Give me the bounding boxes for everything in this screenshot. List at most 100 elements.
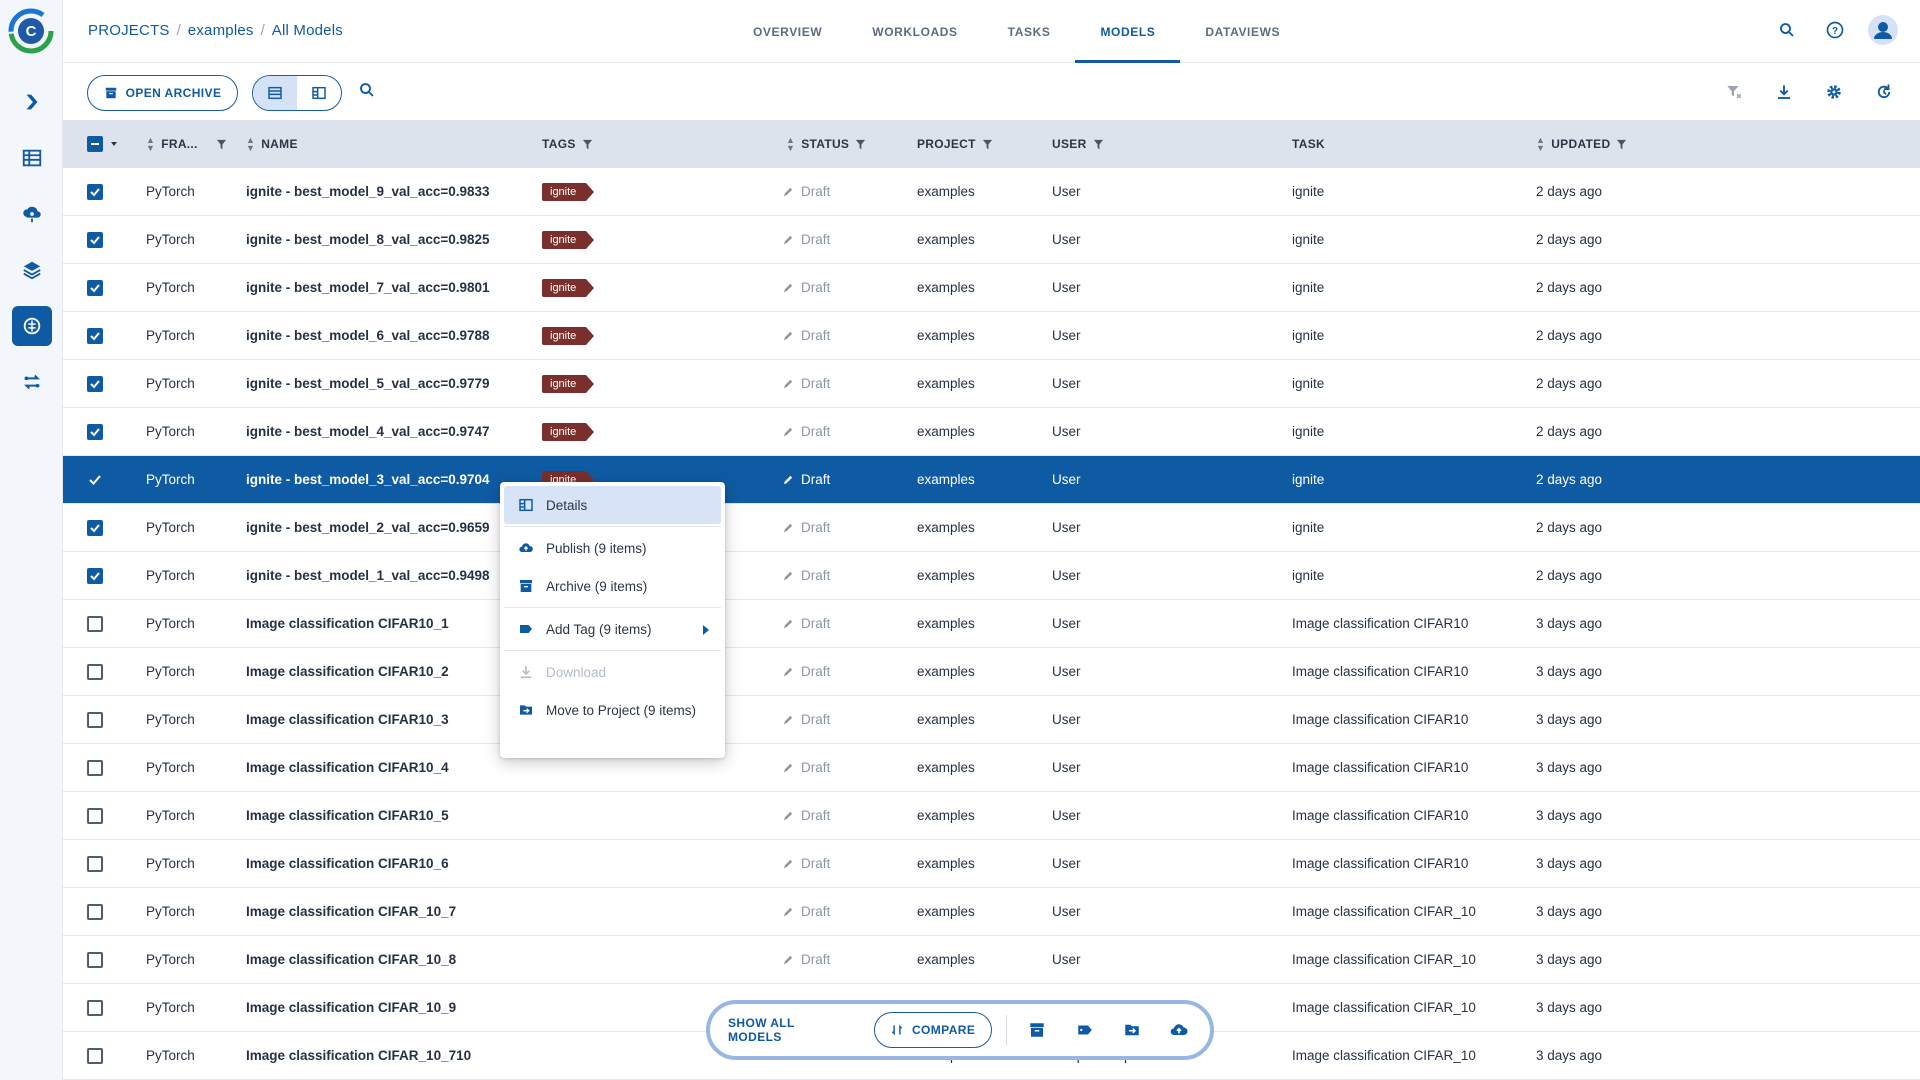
row-checkbox[interactable] [87, 903, 103, 920]
tag-badge[interactable]: ignite [542, 278, 595, 297]
nav-pipelines-icon[interactable] [12, 82, 52, 122]
search-icon[interactable] [1772, 15, 1802, 45]
table-row[interactable]: PyTorch ignite - best_model_7_val_acc=0.9… [63, 264, 1920, 312]
details-view-button[interactable] [297, 76, 341, 110]
select-all[interactable] [87, 120, 119, 168]
clear-filters-icon[interactable] [1722, 80, 1746, 104]
menu-item-download[interactable]: Download [504, 653, 721, 691]
column-updated[interactable]: ▲ ▼ UPDATED [1536, 120, 1627, 168]
column-framework[interactable]: ▲ ▼ FRA... [146, 120, 227, 168]
table-row[interactable]: PyTorch ignite - best_model_2_val_acc=0.9… [63, 504, 1920, 552]
table-row[interactable]: PyTorch Image classification CIFAR10_2 Dra… [63, 648, 1920, 696]
row-check-icon[interactable] [87, 472, 103, 488]
column-name[interactable]: ▲ ▼ NAME [246, 120, 298, 168]
table-row[interactable]: PyTorch ignite - best_model_8_val_acc=0.9… [63, 216, 1920, 264]
select-menu-caret-icon[interactable] [109, 139, 119, 149]
nav-reports-icon[interactable] [12, 362, 52, 402]
table-row[interactable]: PyTorch ignite - best_model_5_val_acc=0.9… [63, 360, 1920, 408]
table-row[interactable]: PyTorch ignite - best_model_6_val_acc=0.9… [63, 312, 1920, 360]
row-checkbox[interactable] [87, 567, 103, 584]
row-checkbox[interactable] [87, 183, 103, 200]
table-row[interactable]: PyTorch Image classification CIFAR10_5 Dra… [63, 792, 1920, 840]
row-checkbox[interactable] [87, 519, 103, 536]
table-row[interactable]: PyTorch Image classification CIFAR10_1 Dra… [63, 600, 1920, 648]
table-row[interactable]: PyTorch ignite - best_model_3_val_acc=0.9… [63, 456, 1920, 504]
publish-cloud-icon[interactable] [1163, 1013, 1196, 1047]
row-checkbox[interactable] [87, 855, 103, 872]
row-checkbox[interactable] [87, 711, 103, 728]
column-status[interactable]: ▲ ▼ STATUS [786, 120, 866, 168]
row-checkbox[interactable] [87, 999, 103, 1016]
breadcrumb-examples[interactable]: examples [187, 22, 254, 39]
row-checkbox[interactable] [87, 615, 103, 632]
help-icon[interactable]: ? [1820, 15, 1850, 45]
tab-dataviews[interactable]: DATAVIEWS [1205, 24, 1281, 39]
table-row[interactable]: PyTorch Image classification CIFAR_10_8 Dr… [63, 936, 1920, 984]
filter-icon[interactable] [982, 139, 993, 150]
column-project[interactable]: PROJECT [917, 120, 993, 168]
row-checkbox[interactable] [87, 231, 103, 248]
tab-models[interactable]: MODELS [1075, 0, 1181, 63]
sort-icon[interactable]: ▲ ▼ [786, 135, 796, 153]
filter-icon[interactable] [1093, 139, 1104, 150]
sort-icon[interactable]: ▲ ▼ [246, 135, 256, 153]
row-checkbox[interactable] [87, 327, 103, 344]
column-user[interactable]: USER [1052, 120, 1104, 168]
table-row[interactable]: PyTorch Image classification CIFAR_10_7 Dr… [63, 888, 1920, 936]
row-checkbox[interactable] [87, 375, 103, 392]
row-checkbox[interactable] [87, 807, 103, 824]
filter-icon[interactable] [1616, 139, 1627, 150]
row-checkbox[interactable] [87, 663, 103, 680]
move-to-project-icon[interactable] [1115, 1013, 1148, 1047]
menu-item-add-tag[interactable]: Add Tag (9 items) [504, 610, 721, 648]
breadcrumb-projects[interactable]: PROJECTS [88, 22, 170, 39]
tag-badge[interactable]: ignite [542, 326, 595, 345]
column-task[interactable]: TASK [1292, 120, 1325, 168]
archive-icon[interactable] [1021, 1013, 1054, 1047]
tag-icon[interactable] [1068, 1013, 1101, 1047]
row-checkbox[interactable] [87, 1047, 103, 1064]
tag-badge[interactable]: ignite [542, 422, 595, 441]
tag-badge[interactable]: ignite [542, 230, 595, 249]
settings-gear-icon[interactable] [1822, 80, 1846, 104]
row-checkbox[interactable] [87, 423, 103, 440]
table-row[interactable]: PyTorch ignite - best_model_1_val_acc=0.9… [63, 552, 1920, 600]
row-checkbox[interactable] [87, 279, 103, 296]
menu-item-move-to-project[interactable]: Move to Project (9 items) [504, 691, 721, 729]
compare-button[interactable]: COMPARE [873, 1012, 992, 1048]
menu-item-publish[interactable]: Publish (9 items) [504, 529, 721, 567]
nav-datasets-icon[interactable] [12, 138, 52, 178]
select-all-checkbox[interactable] [87, 136, 103, 152]
sort-icon[interactable]: ▲ ▼ [1536, 135, 1546, 153]
nav-layers-icon[interactable] [12, 250, 52, 290]
tab-tasks[interactable]: TASKS [1007, 24, 1051, 39]
nav-serving-icon[interactable] [12, 194, 52, 234]
menu-item-details[interactable]: Details [504, 486, 721, 524]
table-row[interactable]: PyTorch Image classification CIFAR10_6 Dra… [63, 840, 1920, 888]
table-search-icon[interactable] [358, 81, 382, 105]
tag-badge[interactable]: ignite [542, 374, 595, 393]
table-row[interactable]: PyTorch ignite - best_model_9_val_acc=0.9… [63, 168, 1920, 216]
table-row[interactable]: PyTorch ignite - best_model_4_val_acc=0.9… [63, 408, 1920, 456]
column-tags[interactable]: TAGS [542, 120, 593, 168]
open-archive-button[interactable]: OPEN ARCHIVE [87, 75, 238, 111]
filter-icon[interactable] [582, 139, 593, 150]
show-all-models-button[interactable]: SHOW ALL MODELS [728, 1016, 795, 1044]
logo-icon[interactable]: C [8, 8, 54, 54]
auto-refresh-icon[interactable] [1872, 80, 1896, 104]
tab-overview[interactable]: OVERVIEW [753, 24, 823, 39]
menu-item-archive[interactable]: Archive (9 items) [504, 567, 721, 605]
download-icon[interactable] [1772, 80, 1796, 104]
tab-workloads[interactable]: WORKLOADS [872, 24, 958, 39]
user-avatar-icon[interactable] [1868, 15, 1898, 45]
sort-icon[interactable]: ▲ ▼ [146, 135, 156, 153]
row-checkbox[interactable] [87, 759, 103, 776]
breadcrumb-all-models[interactable]: All Models [271, 22, 343, 39]
filter-icon[interactable] [855, 139, 866, 150]
filter-icon[interactable] [216, 139, 227, 150]
row-checkbox[interactable] [87, 951, 103, 968]
table-row[interactable]: PyTorch Image classification CIFAR10_4 Dra… [63, 744, 1920, 792]
table-view-button[interactable] [253, 76, 297, 110]
tag-badge[interactable]: ignite [542, 182, 595, 201]
nav-models-icon[interactable] [12, 306, 52, 346]
